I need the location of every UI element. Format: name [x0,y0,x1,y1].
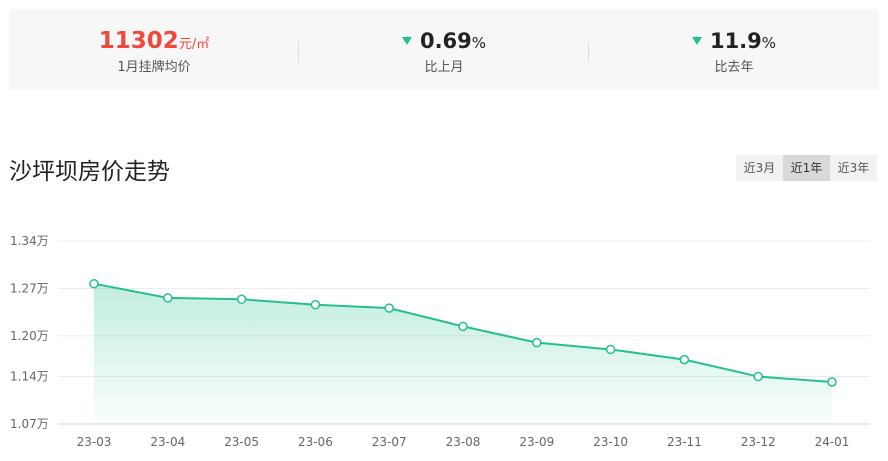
average-price-label: 1月挂牌均价 [117,60,191,75]
yoy-unit: % [761,34,777,52]
data-point[interactable] [532,337,542,348]
divider [588,42,589,62]
data-point[interactable] [605,344,616,355]
yoy-label: 比去年 [714,60,754,75]
x-tick-label: 23-08 [446,435,481,449]
x-tick-label: 23-03 [77,435,112,449]
x-tick-label: 24-01 [815,435,850,449]
mom-line: 0.69% [299,27,589,55]
data-point[interactable] [310,299,321,310]
data-points [89,278,837,387]
average-price-unit: 元/㎡ [178,37,210,52]
divider [298,42,299,62]
data-point[interactable] [458,321,468,332]
tab-1-year[interactable]: 近1年 [783,155,830,181]
stat-month-over-month: 0.69% 比上月 [299,9,589,90]
data-point[interactable] [236,294,247,305]
mom-unit: % [471,34,487,52]
tab-3-months[interactable]: 近3月 [736,155,783,181]
y-tick-label: 1.07万 [10,417,49,431]
average-price-value: 11302 [98,28,179,54]
mom-value: 0.69 [419,29,472,53]
x-tick-label: 23-04 [150,435,185,449]
data-point[interactable] [163,293,173,303]
stat-year-over-year: 11.9% 比去年 [589,9,879,90]
tab-3-years[interactable]: 近3年 [830,155,877,181]
y-tick-label: 1.14万 [10,370,49,384]
x-tick-label: 23-05 [224,435,259,449]
data-point[interactable] [827,377,837,387]
x-tick-label: 23-09 [519,435,554,449]
x-tick-label: 23-07 [372,435,407,449]
price-area [94,283,832,424]
range-tabs: 近3月 近1年 近3年 [736,155,877,181]
yoy-line: 11.9% [589,27,879,55]
data-point[interactable] [384,303,394,313]
stat-average-price: 11302元/㎡ 1月挂牌均价 [9,9,299,90]
down-arrow-icon [691,37,702,45]
y-tick-label: 1.34万 [10,234,49,248]
x-tick-label: 23-11 [667,435,702,449]
yoy-value: 11.9 [709,29,762,53]
y-axis-ticks: 1.07万 1.14万 1.20万 1.27万 1.34万 [10,234,49,431]
data-point[interactable] [89,278,99,289]
data-point[interactable] [753,371,763,382]
x-tick-label: 23-10 [593,435,628,449]
stats-panel: 11302元/㎡ 1月挂牌均价 0.69% 比上月 11.9% 比去年 [9,9,879,90]
data-point[interactable] [679,354,690,365]
y-tick-label: 1.27万 [10,281,49,295]
y-tick-label: 1.20万 [10,329,49,343]
section-title: 沙坪坝房价走势 [9,159,170,185]
average-price-line: 11302元/㎡ [9,27,299,55]
mom-label: 比上月 [424,60,464,75]
x-tick-label: 23-06 [298,435,333,449]
x-axis-ticks: 23-03 23-04 23-05 23-06 23-07 23-08 23-09 23-10… [77,435,850,449]
down-arrow-icon [401,37,412,45]
x-tick-label: 23-12 [741,435,776,449]
